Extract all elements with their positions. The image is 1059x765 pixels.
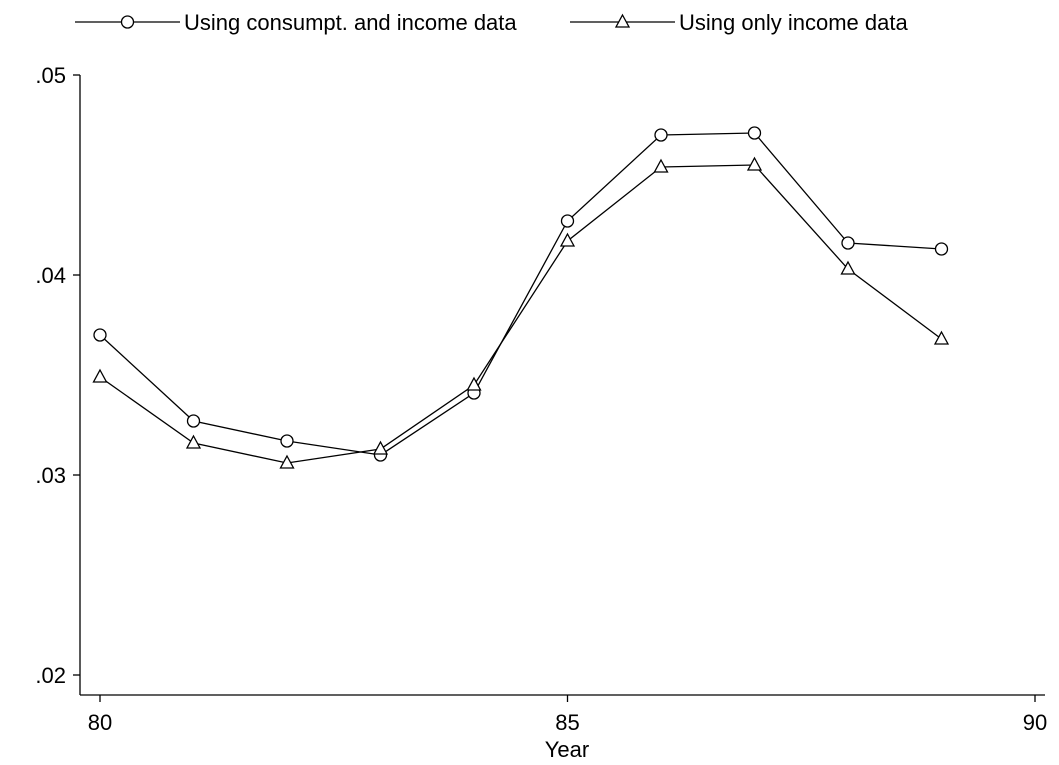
series-line-2: [99, 164, 942, 464]
y-tick-label: .03: [35, 463, 66, 488]
data-point-circle: [560, 214, 575, 228]
legend-label-series-1: Using consumpt. and income data: [184, 10, 517, 35]
x-tick-label: 85: [555, 710, 579, 735]
data-point-circle: [93, 328, 107, 342]
y-tick-label: .02: [35, 663, 66, 688]
data-point-triangle: [372, 440, 389, 455]
y-axis-ticks: .02 .03 .04 .05: [35, 63, 80, 688]
legend-marker-triangle: [614, 13, 631, 28]
data-point-triangle: [559, 232, 576, 247]
legend-label-series-2: Using only income data: [679, 10, 908, 35]
data-point-triangle: [746, 156, 763, 171]
x-tick-label: 80: [88, 710, 112, 735]
legend: Using consumpt. and income data Using on…: [75, 10, 908, 35]
x-axis-title: Year: [545, 737, 589, 762]
data-point-triangle: [653, 158, 669, 173]
data-point-circle: [841, 236, 855, 250]
x-tick-label: 90: [1023, 710, 1047, 735]
data-point-circle: [747, 126, 762, 140]
data-point-circle: [934, 242, 949, 256]
legend-marker-circle: [120, 15, 135, 29]
y-tick-label: .05: [35, 63, 66, 88]
data-point-triangle: [92, 368, 108, 383]
data-point-triangle: [279, 454, 295, 469]
plot-area: [92, 126, 950, 469]
data-point-circle: [186, 414, 201, 428]
series-line-1: [99, 132, 942, 456]
x-axis-ticks: 80 85 90: [88, 695, 1047, 735]
data-point-circle: [654, 128, 668, 142]
data-point-triangle: [933, 330, 950, 345]
data-point-circle: [280, 434, 294, 448]
data-point-triangle: [185, 434, 202, 449]
y-tick-label: .04: [35, 263, 66, 288]
data-point-triangle: [840, 260, 856, 275]
data-point-triangle: [466, 376, 482, 391]
